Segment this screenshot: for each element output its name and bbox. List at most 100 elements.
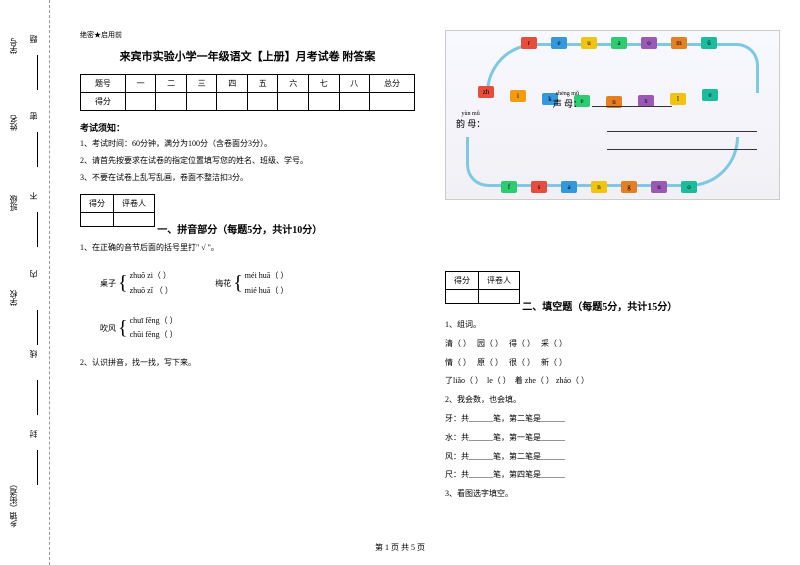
grader-table-2: 得分 评卷人 (445, 271, 520, 304)
q1-1: 1、在正确的音节后面的括号里打" √ "。 (80, 242, 415, 255)
binding-line (37, 212, 38, 247)
shengmu-ruby: shēng mǔ (553, 91, 582, 97)
notice-title: 考试须知： (80, 121, 415, 134)
notice-2: 2、请首先按要求在试卷的指定位置填写您的姓名、班级、学号。 (80, 155, 415, 168)
blank-line[interactable] (607, 131, 757, 132)
brace-icon: { (233, 272, 243, 295)
table-row: 得分 (81, 93, 415, 111)
train-car: s (531, 181, 547, 193)
q2-2-row: 牙：共______笔，第二笔是______ (445, 413, 780, 426)
section-2-title: 二、填空题（每题5分，共计15分） (522, 302, 677, 313)
label: 吹风 (100, 323, 116, 334)
th: 六 (278, 75, 309, 93)
q1-2: 2、认识拼音，找一找，写下来。 (80, 357, 415, 370)
binding-dash-3: 不 (28, 192, 39, 200)
notice-3: 3、不要在试卷上乱写乱画，卷面不整洁扣3分。 (80, 172, 415, 185)
table-row: 题号 一 二 三 四 五 六 七 八 总分 (81, 75, 415, 93)
th: 七 (308, 75, 339, 93)
binding-label-2: 姓名 (8, 115, 19, 131)
pinyin-block: 桌子 { zhuō zi（ ） zhuō zǐ （ ） 梅花 { méi huā… (80, 261, 415, 351)
opt: chūi fēng（ ） (130, 330, 178, 339)
binding-dash-4: 内 (28, 270, 39, 278)
yunmu-block: yùn mǔ 韵 母： (456, 111, 526, 130)
q2-3: 3、看图选字填空。 (445, 488, 780, 501)
page-content: 绝密★启用前 来宾市实验小学一年级语文【上册】月考试卷 附答案 题号 一 二 三… (60, 0, 800, 507)
td: 评卷人 (479, 272, 520, 290)
yunmu-label: 韵 母： (456, 119, 485, 129)
label: 梅花 (215, 278, 231, 289)
th: 题号 (81, 75, 126, 93)
th: 三 (186, 75, 217, 93)
track-bottom (466, 137, 739, 187)
opt: zhuō zi（ ） (130, 271, 171, 280)
q2-1-row: 了liǎo（ ） le（ ） 着 zhe（ ） zháo（ ） (445, 375, 780, 388)
binding-line (37, 380, 38, 415)
binding-label-4: 学校 (8, 290, 19, 306)
binding-dash-2: 密 (28, 112, 39, 120)
td: 得分 (81, 93, 126, 111)
grader-table: 得分 评卷人 (80, 194, 155, 227)
train-car: u (651, 181, 667, 193)
binding-label-5: 乡镇（街道） (8, 480, 19, 528)
section-1-title: 一、拼音部分（每题5分，共计10分） (157, 225, 322, 236)
right-column: reuaomüzhikenxlefsanguo shēng mǔ 声 母： yù… (445, 30, 780, 507)
binding-line (37, 55, 38, 90)
td: 得分 (446, 272, 479, 290)
train-car: o (681, 181, 697, 193)
th: 八 (339, 75, 370, 93)
train-car: g (621, 181, 637, 193)
train-car: e (551, 37, 567, 49)
train-car: a (611, 37, 627, 49)
label: 桌子 (100, 278, 116, 289)
train-car: m (671, 37, 687, 49)
opt: méi huā（ ） (245, 271, 289, 280)
exam-title: 来宾市实验小学一年级语文【上册】月考试卷 附答案 (80, 48, 415, 64)
opt: mié huā（ ） (245, 286, 289, 295)
q2-2-row: 风：共______笔，第二笔是______ (445, 451, 780, 464)
train-car: u (581, 37, 597, 49)
brace-icon: { (118, 272, 128, 295)
q2-2-row: 尺：共______笔，第四笔是______ (445, 469, 780, 482)
binding-dash-5: 线 (28, 350, 39, 358)
binding-margin: 学号 题 姓名 密 班级 不 学校 内 线 封 乡镇（街道） (0, 0, 50, 565)
train-car: r (521, 37, 537, 49)
blank-line[interactable] (592, 106, 672, 107)
binding-line (37, 132, 38, 167)
q2-1-row: 情（ ） 原（ ） 很（ ） 新（ ） (445, 357, 780, 370)
th: 二 (156, 75, 187, 93)
th: 五 (247, 75, 278, 93)
th: 四 (217, 75, 248, 93)
binding-label-1: 学号 (8, 38, 19, 54)
train-car: f (501, 181, 517, 193)
score-table: 题号 一 二 三 四 五 六 七 八 总分 得分 (80, 74, 415, 111)
q2-1-row: 清（ ） 园（ ） 得（ ） 采（ ） (445, 338, 780, 351)
notice-1: 1、考试时间：60分钟，满分为100分（含卷面分3分）。 (80, 138, 415, 151)
train-car: o (641, 37, 657, 49)
secret-label: 绝密★启用前 (80, 30, 415, 40)
td: 评卷人 (114, 195, 155, 213)
binding-dash-1: 题 (28, 35, 39, 43)
binding-line (37, 450, 38, 485)
q2-2-title: 2、我会数，也会填。 (445, 394, 780, 407)
binding-dash-6: 封 (28, 430, 39, 438)
th: 一 (125, 75, 156, 93)
q2-2-row: 水：共______笔，第一笔是______ (445, 432, 780, 445)
train-diagram: reuaomüzhikenxlefsanguo shēng mǔ 声 母： yù… (445, 30, 780, 200)
shengmu-block: shēng mǔ 声 母： (446, 91, 779, 110)
yunmu-ruby: yùn mǔ (456, 111, 485, 117)
q2-1-title: 1、组词。 (445, 319, 780, 332)
train-car: n (591, 181, 607, 193)
binding-line (37, 310, 38, 345)
train-car: ü (701, 37, 717, 49)
opt: chuī fēng（ ） (130, 316, 178, 325)
blank-line[interactable] (607, 149, 757, 150)
left-column: 绝密★启用前 来宾市实验小学一年级语文【上册】月考试卷 附答案 题号 一 二 三… (80, 30, 415, 507)
binding-label-3: 班级 (8, 195, 19, 211)
shengmu-label: 声 母： (553, 99, 582, 109)
td: 得分 (81, 195, 114, 213)
brace-icon: { (118, 317, 128, 340)
train-car: a (561, 181, 577, 193)
opt: zhuō zǐ （ ） (130, 286, 173, 295)
page-footer: 第 1 页 共 5 页 (0, 542, 800, 553)
track-top (486, 43, 759, 93)
